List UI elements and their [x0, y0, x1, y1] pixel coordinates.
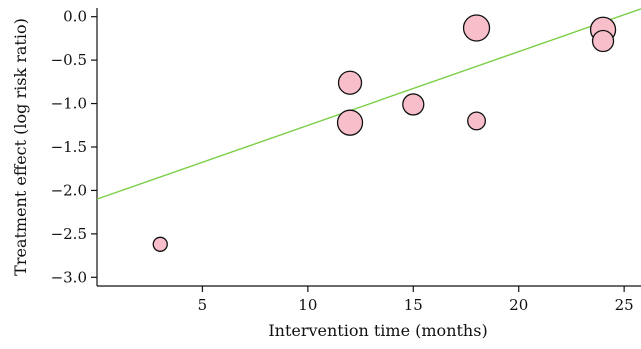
y-tick-label: −1.5 [51, 138, 87, 156]
data-point [591, 29, 615, 53]
data-point [402, 93, 425, 116]
data-points [152, 14, 617, 252]
y-tick-label: −2.5 [51, 225, 87, 243]
regression-line [96, 8, 641, 200]
x-tick-label: 25 [615, 296, 634, 314]
y-axis-title: Treatment effect (log risk ratio) [11, 18, 30, 276]
plot-area: 5 10 15 20 25 0.0 −0.5 −1.0 −1.5 −2.0 −2.5 −3.0 [51, 8, 641, 314]
y-tick-label: 0.0 [63, 8, 87, 26]
data-point [467, 111, 486, 131]
x-tick-label: 10 [298, 296, 317, 314]
x-tick-label: 15 [404, 296, 423, 314]
x-tick-label: 20 [509, 296, 528, 314]
y-tick-label: −3.0 [51, 268, 87, 286]
data-point [336, 109, 364, 136]
data-point [152, 236, 168, 252]
x-tick-label: 5 [198, 296, 208, 314]
x-axis-title: Intervention time (months) [268, 321, 487, 340]
y-ticks: 0.0 −0.5 −1.0 −1.5 −2.0 −2.5 −3.0 [51, 8, 97, 286]
x-ticks: 5 10 15 20 25 [198, 286, 634, 314]
y-tick-label: −1.0 [51, 95, 87, 113]
data-point [462, 14, 491, 42]
data-point [337, 70, 363, 95]
y-tick-label: −2.0 [51, 181, 87, 199]
y-tick-label: −0.5 [51, 51, 87, 69]
